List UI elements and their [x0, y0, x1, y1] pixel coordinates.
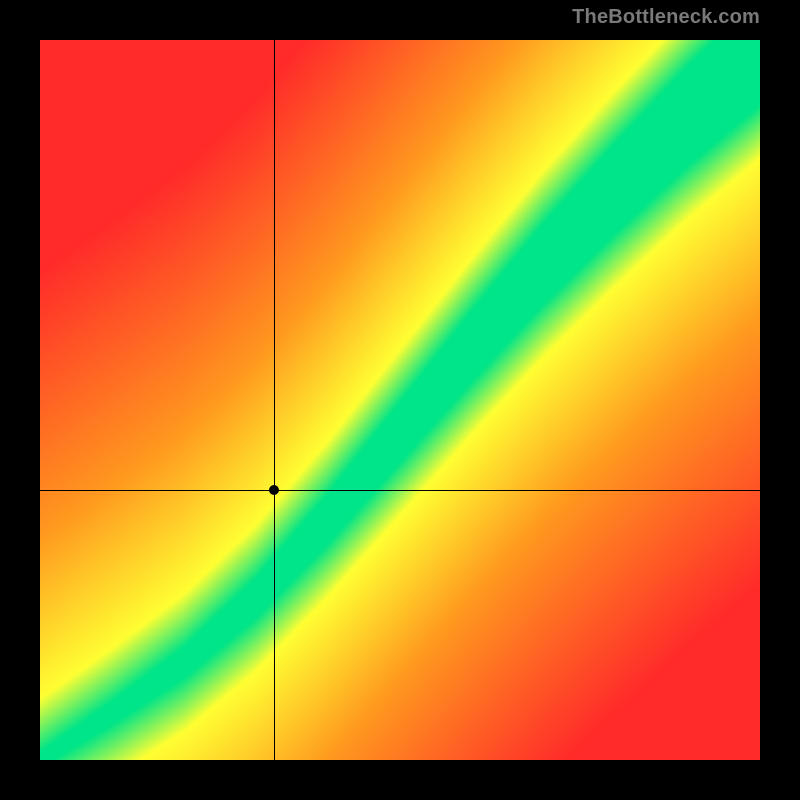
crosshair-dot — [269, 485, 279, 495]
heatmap-canvas — [40, 40, 760, 760]
chart-container: TheBottleneck.com — [0, 0, 800, 800]
plot-area — [40, 40, 760, 760]
crosshair-horizontal — [40, 490, 760, 491]
attribution-text: TheBottleneck.com — [572, 6, 760, 29]
crosshair-vertical — [274, 40, 275, 760]
